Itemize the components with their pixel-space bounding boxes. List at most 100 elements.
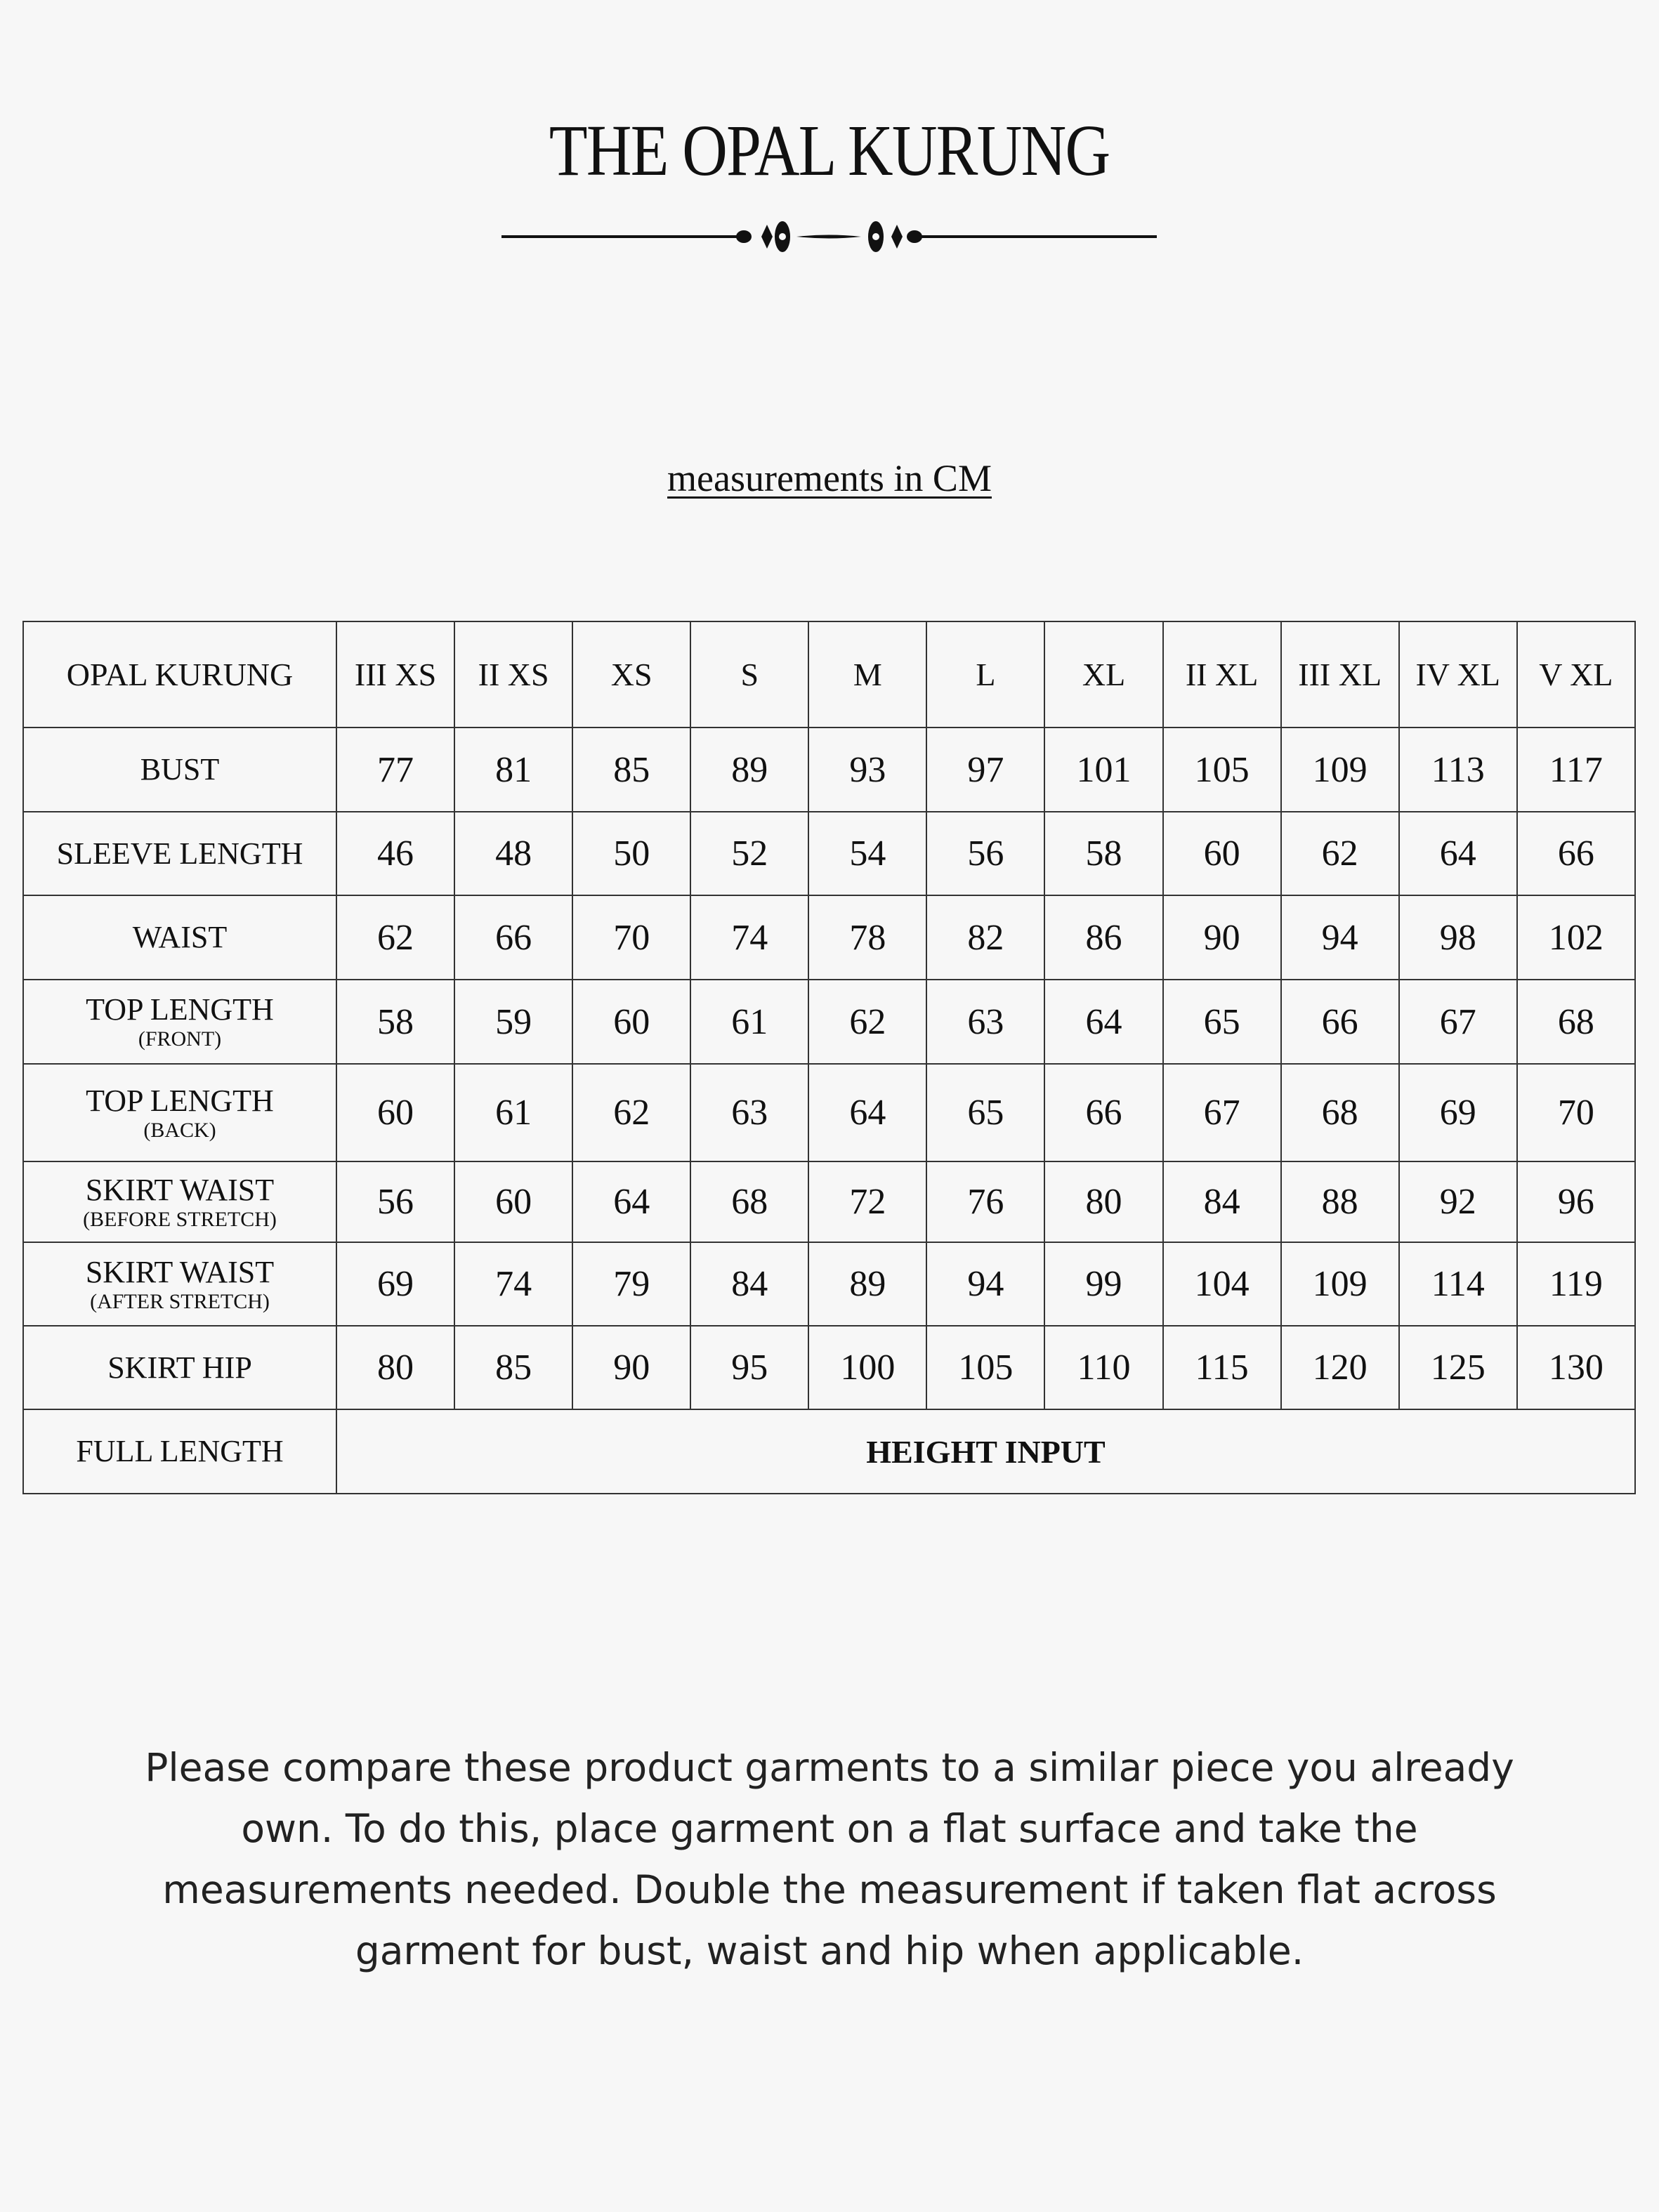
size-header: M xyxy=(808,621,928,728)
measurement-cell: 81 xyxy=(454,727,574,812)
measurement-cell: 70 xyxy=(572,895,692,980)
size-chart-table: OPAL KURUNG III XS II XS XS S M L XL II … xyxy=(22,621,1637,1494)
measurement-cell: 65 xyxy=(1162,979,1282,1065)
measurement-cell: 48 xyxy=(454,811,574,896)
measurement-cell: 64 xyxy=(572,1161,692,1243)
measurement-cell: 76 xyxy=(926,1161,1046,1243)
measurement-cell: 62 xyxy=(572,1063,692,1162)
measurement-cell: 109 xyxy=(1280,727,1400,812)
row-label-text: TOP LENGTH xyxy=(86,992,274,1027)
size-header: XL xyxy=(1044,621,1164,728)
table-row: SKIRT WAIST (BEFORE STRETCH) 56 60 64 68 72 76 8… xyxy=(22,1161,1637,1243)
measurement-cell: 79 xyxy=(572,1242,692,1326)
corner-header: OPAL KURUNG xyxy=(22,621,337,728)
measurement-cell: 78 xyxy=(808,895,928,980)
measurement-cell: 46 xyxy=(335,811,456,896)
measurement-cell: 61 xyxy=(690,979,810,1065)
measurement-cell: 74 xyxy=(690,895,810,980)
measurement-cell: 85 xyxy=(572,727,692,812)
measurement-cell: 84 xyxy=(690,1242,810,1326)
measurement-cell: 72 xyxy=(808,1161,928,1243)
units-subtitle: measurements in CM xyxy=(667,457,992,499)
measurement-cell: 89 xyxy=(808,1242,928,1326)
measurement-cell: 130 xyxy=(1516,1325,1637,1410)
height-input-cell: HEIGHT INPUT xyxy=(336,1409,1636,1494)
measurement-cell: 69 xyxy=(1398,1063,1518,1162)
measurement-cell: 74 xyxy=(454,1242,574,1326)
row-label: WAIST xyxy=(22,895,337,980)
measurement-cell: 60 xyxy=(1162,811,1282,896)
row-label: TOP LENGTH (BACK) xyxy=(22,1063,337,1162)
table-header-row: OPAL KURUNG III XS II XS XS S M L XL II … xyxy=(22,621,1637,728)
row-sublabel: (BACK) xyxy=(143,1118,216,1142)
row-label-text: BUST xyxy=(140,752,220,786)
measurement-cell: 50 xyxy=(572,811,692,896)
row-sublabel: (AFTER STRETCH) xyxy=(90,1289,270,1313)
measurement-cell: 98 xyxy=(1398,895,1518,980)
table-row: TOP LENGTH (BACK) 60 61 62 63 64 65 66 67 68 69 70 xyxy=(22,1063,1637,1162)
page-title: THE OPAL KURUNG xyxy=(549,110,1110,191)
row-label: FULL LENGTH xyxy=(22,1409,337,1494)
size-header: II XL xyxy=(1162,621,1282,728)
size-header: III XL xyxy=(1280,621,1400,728)
size-header: XS xyxy=(572,621,692,728)
row-label: SKIRT WAIST (AFTER STRETCH) xyxy=(22,1242,337,1326)
row-label-text: SKIRT WAIST xyxy=(85,1254,275,1289)
measurement-cell: 62 xyxy=(808,979,928,1065)
measurement-cell: 62 xyxy=(1280,811,1400,896)
measurement-cell: 115 xyxy=(1162,1325,1282,1410)
table-row-full-length: FULL LENGTH HEIGHT INPUT xyxy=(22,1409,1636,1494)
row-label: BUST xyxy=(22,727,337,812)
measurement-cell: 109 xyxy=(1280,1242,1400,1326)
measurement-cell: 102 xyxy=(1516,895,1637,980)
measurement-cell: 94 xyxy=(926,1242,1046,1326)
measurement-cell: 105 xyxy=(926,1325,1046,1410)
row-label-text: WAIST xyxy=(132,920,228,954)
row-label: SKIRT HIP xyxy=(22,1325,337,1410)
measurement-cell: 80 xyxy=(335,1325,456,1410)
measurement-cell: 90 xyxy=(572,1325,692,1410)
table-row: SKIRT WAIST (AFTER STRETCH) 69 74 79 84 89 94 99… xyxy=(22,1242,1637,1326)
measurement-cell: 66 xyxy=(1280,979,1400,1065)
measurement-cell: 64 xyxy=(1398,811,1518,896)
measurement-cell: 60 xyxy=(572,979,692,1065)
size-header: III XS xyxy=(335,621,456,728)
measurement-cell: 61 xyxy=(454,1063,574,1162)
row-label: TOP LENGTH (FRONT) xyxy=(22,979,337,1065)
measurement-cell: 66 xyxy=(1516,811,1637,896)
measurement-cell: 67 xyxy=(1398,979,1518,1065)
size-header: S xyxy=(690,621,810,728)
size-header: V XL xyxy=(1516,621,1637,728)
table-row: TOP LENGTH (FRONT) 58 59 60 61 62 63 64 65 66 67 68 xyxy=(22,979,1637,1065)
measurement-cell: 66 xyxy=(1044,1063,1164,1162)
measurement-cell: 80 xyxy=(1044,1161,1164,1243)
measurement-cell: 65 xyxy=(926,1063,1046,1162)
measurement-cell: 95 xyxy=(690,1325,810,1410)
measurement-cell: 120 xyxy=(1280,1325,1400,1410)
measurement-cell: 82 xyxy=(926,895,1046,980)
table-row: BUST 77 81 85 89 93 97 101 105 109 113 117 xyxy=(22,727,1637,812)
measurement-cell: 89 xyxy=(690,727,810,812)
measurement-cell: 68 xyxy=(1516,979,1637,1065)
measurement-cell: 52 xyxy=(690,811,810,896)
measurement-cell: 86 xyxy=(1044,895,1164,980)
measurement-cell: 68 xyxy=(1280,1063,1400,1162)
measurement-cell: 58 xyxy=(1044,811,1164,896)
measurement-cell: 114 xyxy=(1398,1242,1518,1326)
measurement-cell: 56 xyxy=(335,1161,456,1243)
measurement-cell: 56 xyxy=(926,811,1046,896)
measurement-cell: 92 xyxy=(1398,1161,1518,1243)
measurement-cell: 94 xyxy=(1280,895,1400,980)
size-header: II XS xyxy=(454,621,574,728)
measurement-cell: 54 xyxy=(808,811,928,896)
row-label-text: TOP LENGTH xyxy=(86,1083,274,1118)
row-sublabel: (FRONT) xyxy=(138,1027,222,1051)
measurement-cell: 113 xyxy=(1398,727,1518,812)
measurement-cell: 63 xyxy=(690,1063,810,1162)
measurement-cell: 97 xyxy=(926,727,1046,812)
measurement-cell: 88 xyxy=(1280,1161,1400,1243)
row-label: SLEEVE LENGTH xyxy=(22,811,337,896)
row-label: SKIRT WAIST (BEFORE STRETCH) xyxy=(22,1161,337,1243)
measurement-cell: 101 xyxy=(1044,727,1164,812)
table-row: WAIST 62 66 70 74 78 82 86 90 94 98 102 xyxy=(22,895,1637,980)
